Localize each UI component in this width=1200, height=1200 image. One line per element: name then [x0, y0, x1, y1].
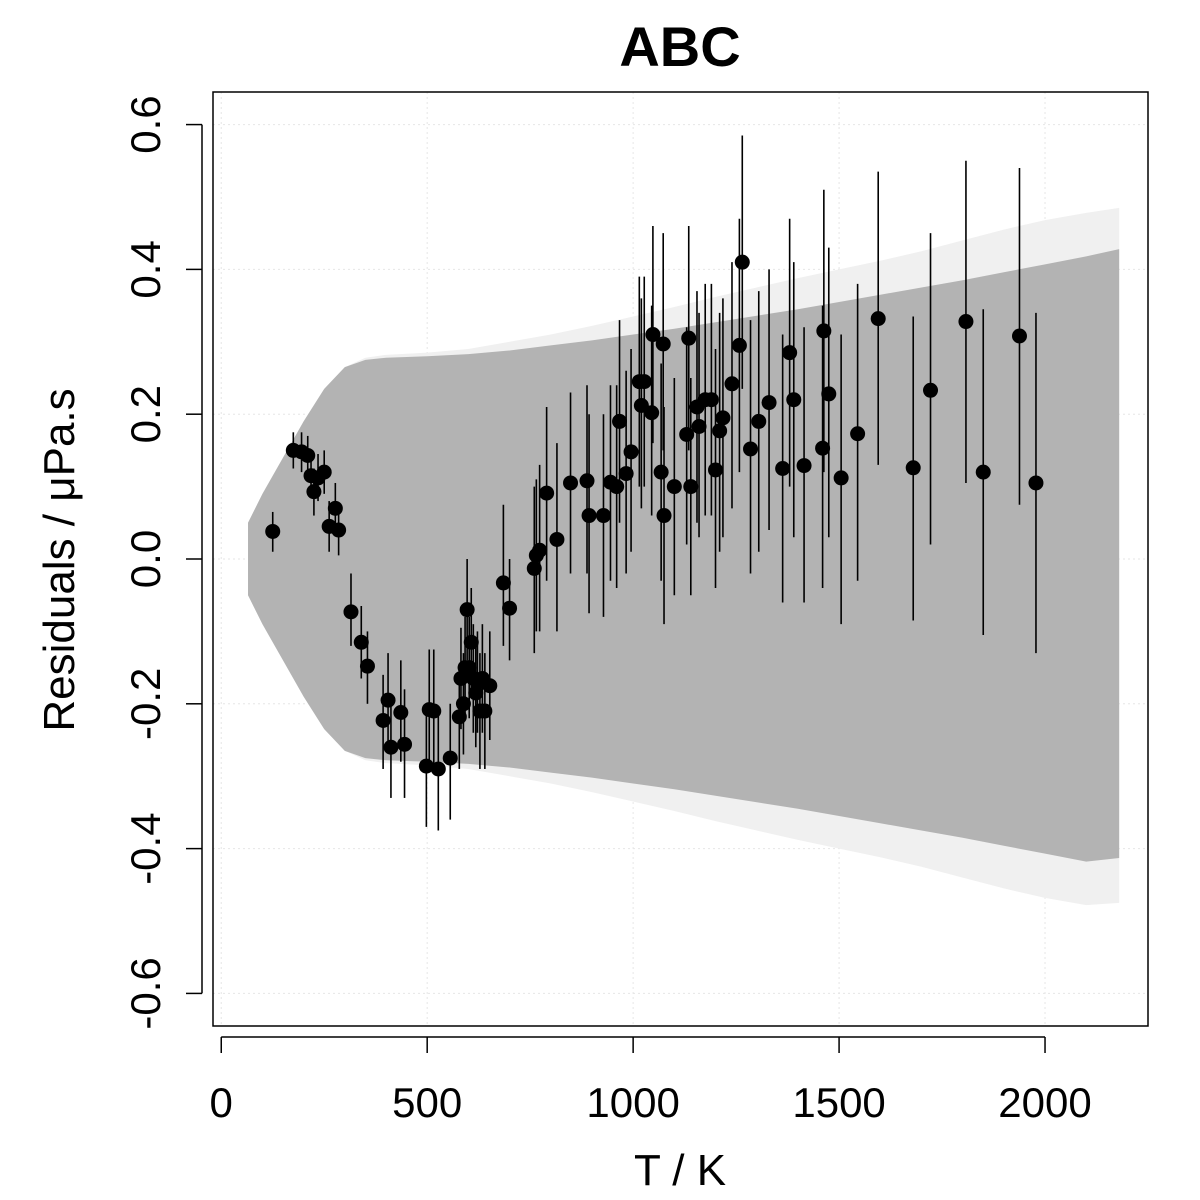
- x-tick-label: 2000: [998, 1079, 1091, 1126]
- data-point: [761, 395, 777, 411]
- x-tick-label: 1500: [792, 1079, 885, 1126]
- data-point: [442, 750, 458, 766]
- data-point: [353, 634, 369, 650]
- data-point: [539, 485, 555, 501]
- data-point: [821, 386, 837, 402]
- data-point: [724, 376, 740, 392]
- data-point: [595, 508, 611, 524]
- data-point: [975, 464, 991, 480]
- data-point: [923, 382, 939, 398]
- data-point: [526, 560, 542, 576]
- x-tick-label: 500: [392, 1079, 462, 1126]
- data-point: [786, 392, 802, 408]
- data-point: [796, 458, 812, 474]
- data-point: [426, 703, 442, 719]
- y-tick-label: -0.2: [122, 668, 169, 740]
- data-point: [502, 600, 518, 616]
- data-point: [816, 323, 832, 339]
- plot-frame: [212, 91, 1149, 1027]
- data-point: [636, 374, 652, 390]
- data-point: [495, 575, 511, 591]
- data-point: [359, 658, 375, 674]
- data-point: [532, 542, 548, 558]
- data-point: [265, 523, 281, 539]
- data-point: [833, 470, 849, 486]
- data-point: [477, 703, 493, 719]
- data-point: [397, 736, 413, 752]
- data-point: [731, 337, 747, 353]
- y-tick-label: 0.2: [122, 385, 169, 443]
- data-point: [579, 473, 595, 489]
- data-point: [653, 464, 669, 480]
- data-point: [782, 345, 798, 361]
- x-axis-label: T / K: [634, 1146, 726, 1195]
- data-point: [850, 426, 866, 442]
- data-point: [815, 440, 831, 456]
- data-point: [655, 336, 671, 352]
- data-point: [679, 426, 695, 442]
- x-axis: 0 500 1000 1500 2000: [210, 1036, 1092, 1126]
- data-point: [581, 508, 597, 524]
- data-point: [958, 314, 974, 330]
- data-point: [743, 441, 759, 457]
- data-point: [430, 761, 446, 777]
- data-point: [459, 602, 475, 618]
- data-point: [681, 330, 697, 346]
- y-tick-label: 0.4: [122, 240, 169, 298]
- data-point: [1011, 328, 1027, 344]
- data-point: [380, 692, 396, 708]
- data-point: [683, 479, 699, 495]
- data-point: [623, 444, 639, 460]
- y-tick-label: -0.4: [122, 812, 169, 884]
- data-point: [455, 696, 471, 712]
- data-point: [393, 704, 409, 720]
- data-point: [691, 419, 707, 435]
- y-tick-label: 0.6: [122, 95, 169, 153]
- data-point: [300, 447, 316, 463]
- data-point: [331, 522, 347, 538]
- data-point: [645, 327, 661, 343]
- data-point: [451, 709, 467, 725]
- y-tick-label: -0.6: [122, 957, 169, 1029]
- data-point: [383, 739, 399, 755]
- data-point: [618, 466, 634, 482]
- y-tick-label: 0.0: [122, 530, 169, 588]
- data-point: [644, 405, 660, 421]
- data-point: [905, 460, 921, 476]
- x-tick-label: 1000: [586, 1079, 679, 1126]
- y-axis: -0.6 -0.4 -0.2 0.0 0.2 0.4 0.6: [122, 95, 203, 1030]
- data-point: [563, 475, 579, 491]
- data-point: [482, 678, 498, 694]
- data-point: [327, 500, 343, 516]
- data-point: [549, 531, 565, 547]
- data-point: [712, 423, 728, 439]
- data-point: [343, 604, 359, 620]
- data-point: [612, 413, 628, 429]
- data-point: [306, 484, 322, 500]
- data-point: [715, 410, 731, 426]
- data-point: [703, 392, 719, 408]
- data-point: [609, 479, 625, 495]
- uncertainty-bands: [248, 207, 1120, 906]
- y-axis-label: Residuals / μPa.s: [35, 388, 84, 731]
- data-point: [656, 508, 672, 524]
- x-tick-label: 0: [210, 1079, 233, 1126]
- data-point: [870, 311, 886, 327]
- data-point: [734, 254, 750, 270]
- data-points: [265, 254, 1044, 777]
- data-point: [375, 712, 391, 728]
- data-point: [666, 479, 682, 495]
- data-point: [418, 758, 434, 774]
- data-point: [1028, 475, 1044, 491]
- data-point: [751, 413, 767, 429]
- data-point: [463, 634, 479, 650]
- data-point: [708, 462, 724, 478]
- chart-title: ABC: [619, 15, 740, 78]
- data-point: [775, 460, 791, 476]
- data-point: [316, 464, 332, 480]
